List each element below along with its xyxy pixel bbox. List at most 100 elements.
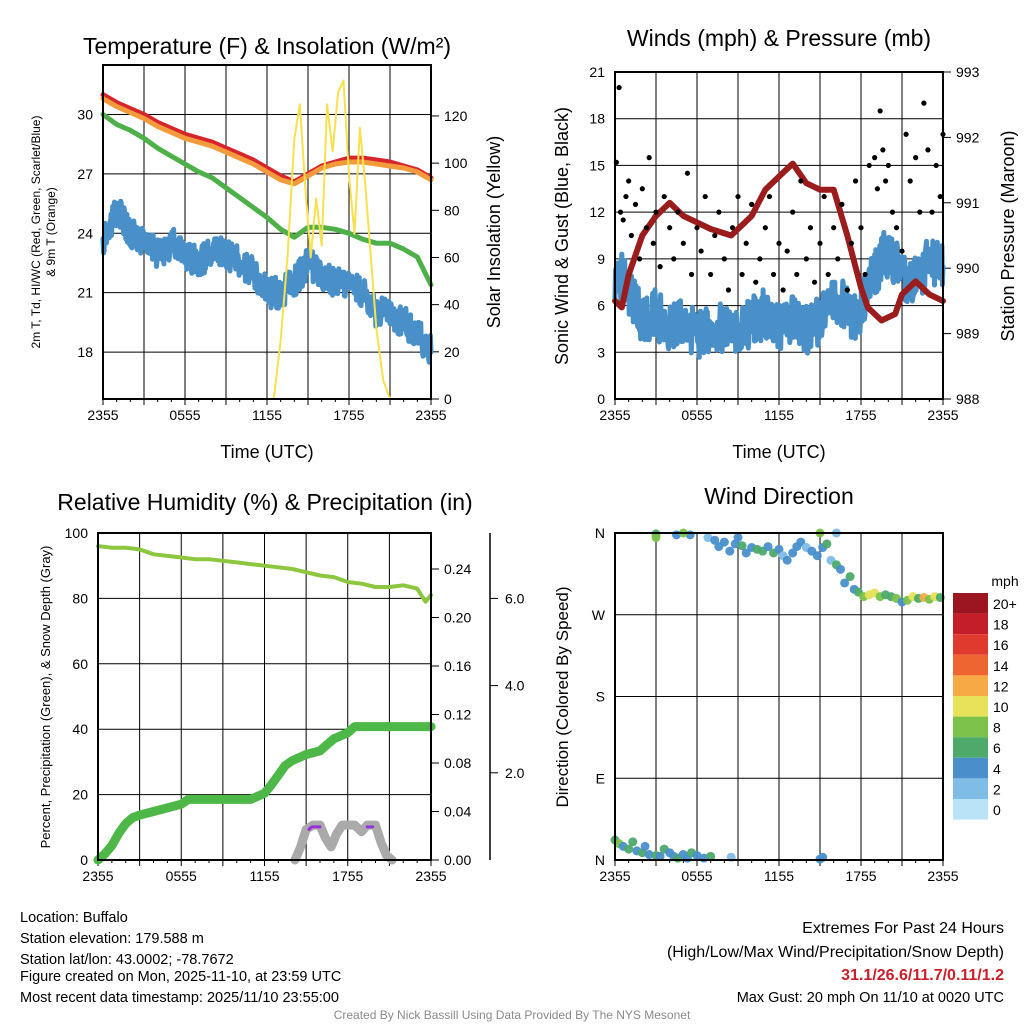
x-tick-label: 1155: [252, 407, 282, 423]
legend-swatch: [953, 675, 988, 696]
x-tick-label: 2355: [927, 868, 958, 884]
gust-point: [739, 271, 745, 278]
gust-point: [623, 193, 629, 200]
direction-point: [624, 844, 634, 854]
y-tick-label: 60: [72, 656, 88, 672]
direction-point: [692, 850, 702, 860]
gust-point: [825, 271, 831, 278]
y-tick-label: S: [596, 689, 605, 705]
gust-point: [917, 209, 923, 215]
legend-label: 14: [993, 658, 1009, 674]
direction-point: [796, 537, 806, 547]
gust-point: [889, 209, 896, 215]
gust-point: [831, 225, 837, 231]
gust-point: [835, 256, 841, 262]
y-tick-label: 3: [597, 344, 605, 360]
y-tick-label: 18: [589, 111, 605, 127]
gust-point: [839, 201, 845, 207]
x-tick-label: 1755: [845, 868, 876, 884]
y-tick-label: 6: [597, 298, 605, 314]
series-hi-wc: [100, 198, 434, 365]
gust-point: [899, 248, 905, 254]
y-tick-label: 21: [589, 64, 605, 80]
direction-point: [741, 548, 751, 558]
y2-tick-label: 0.04: [444, 804, 471, 820]
gust-point: [616, 84, 622, 91]
gust-point: [646, 155, 652, 161]
temp-y2-label: Solar Insolation (Yellow): [484, 136, 504, 328]
direction-point: [655, 851, 665, 861]
gust-point: [925, 147, 931, 153]
gust-point: [708, 271, 714, 278]
y-tick-label: 24: [77, 225, 93, 241]
legend-swatch: [953, 613, 988, 635]
direction-point: [706, 851, 716, 861]
gust-point: [866, 162, 872, 169]
y-tick-label: E: [596, 770, 605, 786]
y2-tick-label: 0.00: [444, 852, 471, 868]
chart-3: 2355 0555 1155 1755 2355NESWN20+181614121086…: [592, 525, 1017, 884]
y2-tick-label: 0.20: [444, 610, 471, 626]
series-rh: [96, 544, 433, 604]
gust-point: [907, 178, 913, 184]
direction-point: [710, 535, 720, 545]
direction-point: [812, 551, 822, 561]
y-tick-label: 21: [77, 285, 93, 301]
gust-point: [807, 225, 814, 231]
gust-point: [776, 240, 782, 246]
y-tick-label: 0: [597, 391, 605, 407]
direction-point: [763, 542, 773, 552]
y-tick-label: 0: [80, 852, 88, 868]
gust-point: [653, 209, 659, 215]
plot-frame: [614, 71, 944, 400]
gust-point: [929, 209, 935, 215]
wind-x-label: Time (UTC): [732, 442, 825, 462]
x-tick-label: 0555: [681, 868, 712, 884]
elevation-text: Station elevation: 179.588 m: [20, 931, 204, 947]
gust-point: [712, 232, 718, 239]
y2-tick-label: 40: [444, 297, 460, 313]
gust-point: [729, 225, 736, 231]
y-tick-label: N: [595, 852, 605, 868]
gust-point: [639, 186, 645, 192]
y3-tick-label: 2.0: [505, 765, 525, 781]
x-tick-label: 2355: [927, 407, 958, 423]
y2-tick-label: 60: [444, 249, 460, 265]
series-sonic-wind: [612, 230, 946, 360]
y-tick-label: 9: [597, 251, 605, 267]
direction-point: [651, 533, 661, 543]
gust-point: [657, 264, 663, 270]
gust-point: [803, 256, 809, 262]
y-tick-label: 27: [77, 166, 93, 182]
created-text: Figure created on Mon, 2025-11-10, at 23…: [20, 969, 341, 985]
x-tick-label: 1155: [249, 868, 279, 884]
x-tick-label: 2355: [87, 407, 118, 423]
chart-1: 2355 0555 1155 1755 235503691215182198898999…: [589, 64, 979, 423]
temp-x-label: Time (UTC): [220, 442, 313, 462]
direction-point: [703, 533, 713, 543]
gust-point: [757, 256, 763, 262]
gust-point: [632, 201, 639, 207]
y-tick-label: 20: [72, 787, 88, 803]
gust-point: [671, 256, 677, 262]
legend-label: 0: [993, 802, 1001, 818]
y2-tick-label: 0.12: [444, 707, 471, 723]
gust-point: [821, 193, 827, 200]
x-tick-label: 2355: [415, 407, 446, 423]
wind-chart-title: Winds (mph) & Pressure (mb): [627, 25, 931, 51]
legend-label: 12: [993, 678, 1009, 694]
gust-point: [885, 162, 891, 169]
gust-point: [937, 193, 943, 200]
gust-point: [702, 193, 708, 200]
y2-tick-label: 991: [956, 195, 980, 211]
y2-tick-label: 80: [444, 202, 460, 218]
gust-point: [743, 240, 749, 246]
legend-swatch: [953, 654, 988, 676]
x-tick-label: 2355: [82, 868, 113, 884]
y2-tick-label: 0.08: [444, 755, 471, 771]
legend-swatch: [953, 716, 988, 738]
y-tick-label: 80: [72, 590, 88, 606]
gust-point: [675, 209, 681, 215]
legend-title: mph: [991, 573, 1018, 589]
